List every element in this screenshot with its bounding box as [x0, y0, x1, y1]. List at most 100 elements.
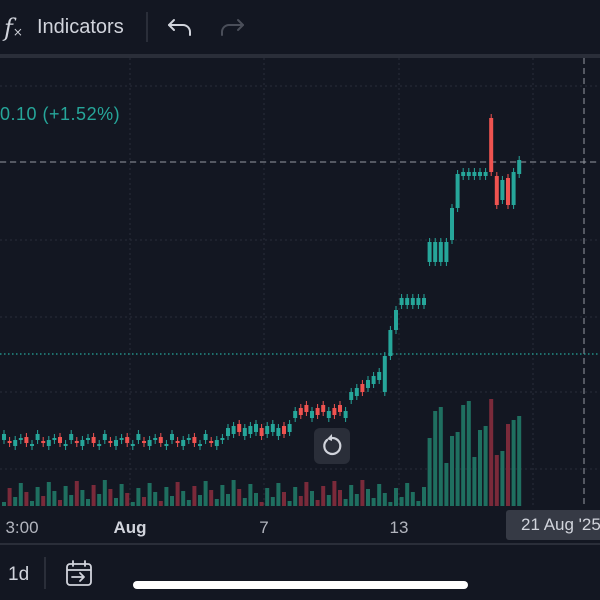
volume-bar [360, 480, 365, 506]
candle-body [58, 437, 62, 443]
candle-body [517, 160, 522, 174]
volume-bar [108, 489, 113, 506]
candle-body [153, 438, 158, 440]
volume-bar [158, 501, 163, 506]
candle-body [136, 434, 141, 440]
volume-bar [125, 493, 130, 506]
volume-bar [326, 495, 331, 506]
volume-bar [399, 497, 404, 506]
candle-body [287, 424, 292, 432]
top-toolbar: f× Indicators [0, 0, 600, 54]
volume-bar [46, 482, 51, 506]
candle-body [293, 411, 298, 418]
bottom-toolbar: 1d [0, 545, 600, 600]
volume-bar [489, 399, 494, 506]
candle-body [422, 298, 426, 305]
candle-body [304, 405, 309, 412]
home-indicator [133, 581, 468, 589]
volume-bar [41, 496, 46, 506]
volume-bar [478, 430, 482, 506]
candle-body [203, 434, 208, 440]
candle-body [192, 437, 197, 443]
volume-bar [231, 480, 236, 506]
chart-top-border [0, 54, 600, 58]
redo-arrow-icon[interactable] [218, 14, 246, 40]
volume-bar [276, 483, 281, 506]
volume-bar [80, 490, 85, 506]
volume-bar [354, 494, 359, 506]
time-axis[interactable]: 3:00 Aug 7 13 [0, 508, 600, 542]
candle-body [388, 330, 393, 356]
volume-bar [332, 481, 337, 506]
volume-bar [259, 502, 264, 506]
calendar-goto-icon[interactable] [64, 559, 94, 589]
price-chart[interactable] [0, 58, 600, 542]
volume-bar [500, 451, 505, 506]
candle-body [209, 441, 214, 443]
axis-divider [0, 543, 600, 545]
candle-body [220, 438, 225, 440]
candle-body [102, 434, 107, 440]
candle-body [270, 424, 275, 432]
volume-bar [293, 487, 298, 506]
candle-body [30, 444, 34, 446]
volume-bar [494, 455, 499, 506]
volume-bar [63, 486, 68, 506]
candle-body [147, 440, 152, 446]
function-fx-icon[interactable]: f× [4, 14, 23, 42]
candle-body [7, 441, 12, 443]
candle-body [164, 444, 169, 446]
interval-button[interactable]: 1d [8, 564, 30, 585]
candle-body [371, 376, 376, 384]
candle-body [226, 428, 230, 436]
volume-bar [198, 495, 202, 506]
candle-body [455, 174, 460, 208]
volume-bar [438, 407, 443, 506]
candle-body [119, 438, 124, 440]
candle-body [332, 408, 337, 415]
time-axis-tick: 13 [389, 518, 409, 537]
candle-body [80, 440, 85, 446]
candle-body [130, 444, 135, 446]
candle-body [254, 424, 258, 432]
volume-bar [265, 488, 270, 506]
volume-bar [142, 497, 146, 506]
candle-body [315, 408, 320, 415]
time-axis-tick: 3:00 [5, 518, 39, 537]
candle-body [63, 444, 68, 446]
candle-body [13, 440, 18, 446]
volume-bar [153, 492, 158, 506]
candle-body [242, 428, 247, 436]
candle-body [483, 172, 488, 176]
volume-bar [97, 494, 102, 506]
volume-bar [209, 490, 214, 506]
reset-chart-button[interactable] [314, 428, 350, 464]
candle-body [237, 424, 242, 432]
candle-body [2, 434, 6, 440]
candle-body [114, 440, 118, 446]
undo-arrow-icon[interactable] [166, 14, 194, 40]
candle-body [343, 411, 348, 418]
volume-bar [86, 499, 90, 506]
candle-body [444, 242, 449, 262]
indicators-button[interactable]: Indicators [37, 16, 124, 38]
candle-body [158, 437, 163, 443]
candle-body [366, 380, 370, 388]
candle-body [310, 411, 314, 418]
volume-bar [52, 491, 57, 506]
volume-bar [248, 484, 253, 506]
volume-bar [282, 492, 286, 506]
candle-body [69, 434, 74, 440]
volume-bar [74, 481, 79, 506]
volume-bar [102, 480, 107, 506]
time-axis-tick: 7 [259, 518, 269, 537]
volume-bar [377, 484, 382, 506]
candle-body [511, 172, 516, 205]
candle-body [46, 440, 51, 446]
volume-bar [366, 489, 370, 506]
candle-body [405, 298, 410, 305]
volume-bar [310, 491, 314, 506]
candle-body [97, 444, 102, 446]
volume-bar [147, 483, 152, 506]
volume-bar [203, 481, 208, 506]
